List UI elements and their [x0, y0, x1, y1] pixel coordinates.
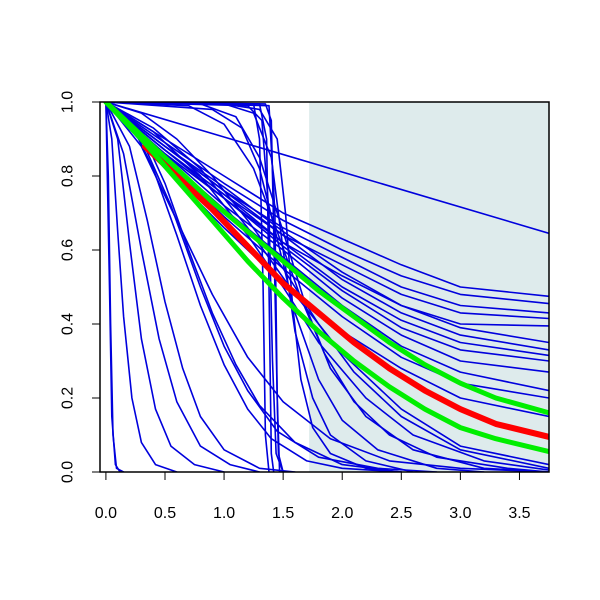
series-line-blue-2 [105, 102, 549, 305]
y-tick-label-1: 0.2 [60, 387, 77, 409]
series-line-blue-1 [105, 102, 549, 298]
series-layer [103, 102, 549, 472]
series-line-blue-24 [105, 102, 275, 472]
series-line-blue-7 [105, 102, 549, 351]
series-line-blue-34 [105, 102, 178, 472]
series-line-blue-33 [105, 102, 225, 472]
x-tick-label-6: 3.0 [449, 505, 471, 522]
series-line-green-38 [103, 102, 549, 416]
x-tick-label-4: 2.0 [331, 505, 353, 522]
series-line-blue-5 [105, 102, 549, 327]
series-line-green-39 [103, 102, 549, 455]
y-tick-label-0: 0.0 [60, 461, 77, 483]
series-line-red-37 [141, 143, 549, 440]
series-line-blue-19 [105, 102, 485, 472]
series-line-blue-32 [105, 102, 261, 472]
series-line-blue-14 [105, 102, 549, 470]
y-axis: 0.0 0.2 0.4 0.6 0.8 1.0 [60, 91, 100, 483]
series-line-blue-30 [105, 102, 549, 472]
series-line-blue-29 [105, 102, 438, 472]
shaded-region [309, 102, 549, 472]
x-tick-label-7: 3.5 [508, 505, 530, 522]
x-axis: 0.0 0.5 1.0 1.5 2.0 2.5 3.0 3.5 [95, 472, 531, 522]
x-tick-label-5: 2.5 [390, 505, 412, 522]
series-line-blue-0 [105, 102, 549, 235]
y-tick-label-3: 0.6 [60, 239, 77, 261]
x-tick-label-1: 0.5 [154, 505, 176, 522]
y-tick-label-2: 0.4 [60, 313, 77, 335]
series-line-blue-21 [105, 102, 549, 472]
y-tick-label-5: 1.0 [60, 91, 77, 113]
plot-border [99, 101, 550, 473]
series-line-blue-27 [105, 102, 403, 472]
y-tick-label-4: 0.8 [60, 165, 77, 187]
series-line-blue-31 [105, 102, 296, 472]
x-tick-label-0: 0.0 [95, 505, 117, 522]
series-line-blue-9 [105, 102, 549, 362]
series-line-blue-26 [105, 102, 281, 472]
x-tick-label-2: 1.0 [213, 505, 235, 522]
x-tick-label-3: 1.5 [272, 505, 294, 522]
series-line-blue-36 [105, 102, 121, 472]
series-line-blue-10 [105, 102, 549, 373]
